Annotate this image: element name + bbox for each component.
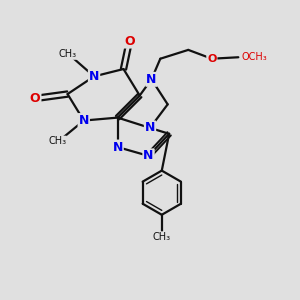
Text: CH₃: CH₃: [153, 232, 171, 242]
Text: N: N: [145, 122, 155, 134]
Text: O: O: [124, 34, 135, 48]
Text: CH₃: CH₃: [48, 136, 66, 146]
Text: N: N: [79, 114, 89, 127]
Text: CH₃: CH₃: [58, 49, 76, 59]
Text: N: N: [89, 70, 99, 83]
Text: O: O: [207, 54, 217, 64]
Text: N: N: [146, 73, 157, 86]
Text: O: O: [30, 92, 40, 105]
Text: OCH₃: OCH₃: [242, 52, 267, 62]
Text: N: N: [112, 141, 123, 154]
Text: N: N: [143, 149, 154, 162]
